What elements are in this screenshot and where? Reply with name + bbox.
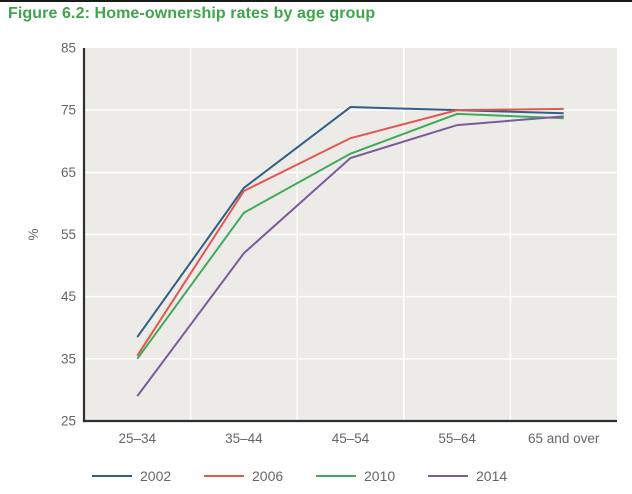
x-tick-label-3: 55–64 (438, 431, 476, 446)
y-tick-label-25: 25 (61, 414, 76, 429)
y-tick-label-65: 65 (61, 165, 76, 180)
legend-label-2006: 2006 (252, 468, 283, 484)
figure-title: Figure 6.2: Home-ownership rates by age … (8, 5, 376, 22)
x-tick-label-0: 25–34 (119, 431, 157, 446)
series-line-2014 (136, 115, 564, 397)
top-rule (0, 0, 632, 2)
y-tick-label-35: 35 (61, 351, 76, 366)
x-tick-labels: 25–34 35–44 45–54 55–64 65 and over (119, 431, 600, 446)
legend-label-2010: 2010 (364, 468, 395, 484)
series-line-2002 (136, 106, 564, 338)
x-tick-label-4: 65 and over (528, 431, 600, 446)
y-tick-label-75: 75 (61, 103, 76, 118)
x-tick-label-1: 35–44 (225, 431, 263, 446)
legend-label-2014: 2014 (476, 468, 507, 484)
series-line-2006 (136, 107, 564, 357)
series-line-2010 (136, 112, 564, 360)
legend-label-2002: 2002 (140, 468, 171, 484)
y-tick-label-45: 45 (61, 289, 76, 304)
y-tick-label-85: 85 (61, 41, 76, 56)
x-tick-label-2: 45–54 (332, 431, 370, 446)
y-tick-labels: 25 35 45 55 65 75 85 (61, 41, 76, 429)
y-axis-title: % (26, 228, 41, 240)
legend: 2002 2006 2010 2014 (92, 468, 507, 484)
y-tick-label-55: 55 (61, 227, 76, 242)
